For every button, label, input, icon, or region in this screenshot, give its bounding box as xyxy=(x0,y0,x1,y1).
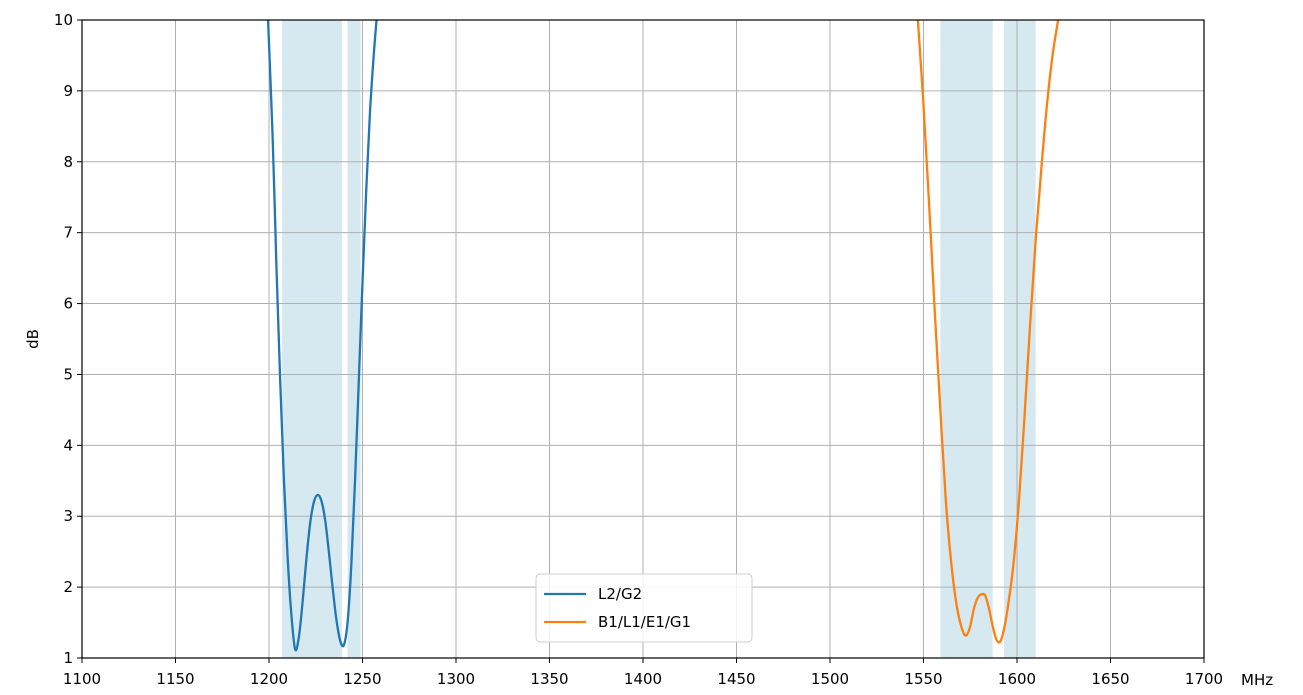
series-lines xyxy=(266,20,1060,652)
legend: L2/G2 B1/L1/E1/G1 xyxy=(535,573,753,643)
x-tick-label: 1250 xyxy=(343,670,381,688)
series-line-2 xyxy=(916,20,1060,644)
x-tick-label: 1700 xyxy=(1185,670,1223,688)
y-tick-label: 7 xyxy=(63,224,73,242)
y-tick-label: 2 xyxy=(63,578,73,596)
x-tick-label: 1150 xyxy=(156,670,194,688)
x-tick-label: 1600 xyxy=(998,670,1036,688)
y-tick-label: 9 xyxy=(63,82,73,100)
y-tick-label: 4 xyxy=(63,436,73,454)
x-tick-label: 1400 xyxy=(624,670,662,688)
shaded-band xyxy=(1003,20,1036,658)
x-tick-label: 1300 xyxy=(437,670,475,688)
y-axis-label: dB xyxy=(24,329,42,349)
x-tick-label: 1350 xyxy=(530,670,568,688)
x-axis-ticks: 1100 1150 1200 1250 1300 1350 1400 1450 1500 1550… xyxy=(63,658,1223,688)
x-tick-label: 1200 xyxy=(250,670,288,688)
y-tick-label: 10 xyxy=(54,11,73,29)
shaded-band xyxy=(940,20,993,658)
x-tick-label: 1450 xyxy=(717,670,755,688)
legend-label: B1/L1/E1/G1 xyxy=(598,613,691,631)
y-tick-label: 1 xyxy=(63,649,73,667)
shaded-bands xyxy=(282,20,1036,658)
x-axis-label: MHz xyxy=(1241,671,1273,689)
y-tick-label: 3 xyxy=(63,507,73,525)
y-tick-label: 8 xyxy=(63,153,73,171)
legend-box xyxy=(535,573,753,643)
x-tick-label: 1550 xyxy=(904,670,942,688)
legend-label: L2/G2 xyxy=(598,585,642,603)
y-axis-ticks: 1 2 3 4 5 6 7 8 9 10 xyxy=(54,11,82,667)
x-tick-label: 1100 xyxy=(63,670,101,688)
shaded-band xyxy=(282,20,342,658)
x-tick-label: 1650 xyxy=(1091,670,1129,688)
y-tick-label: 6 xyxy=(63,295,73,313)
shaded-band xyxy=(347,20,361,658)
y-tick-label: 5 xyxy=(63,365,73,383)
x-tick-label: 1500 xyxy=(811,670,849,688)
series-line-1 xyxy=(266,20,378,652)
